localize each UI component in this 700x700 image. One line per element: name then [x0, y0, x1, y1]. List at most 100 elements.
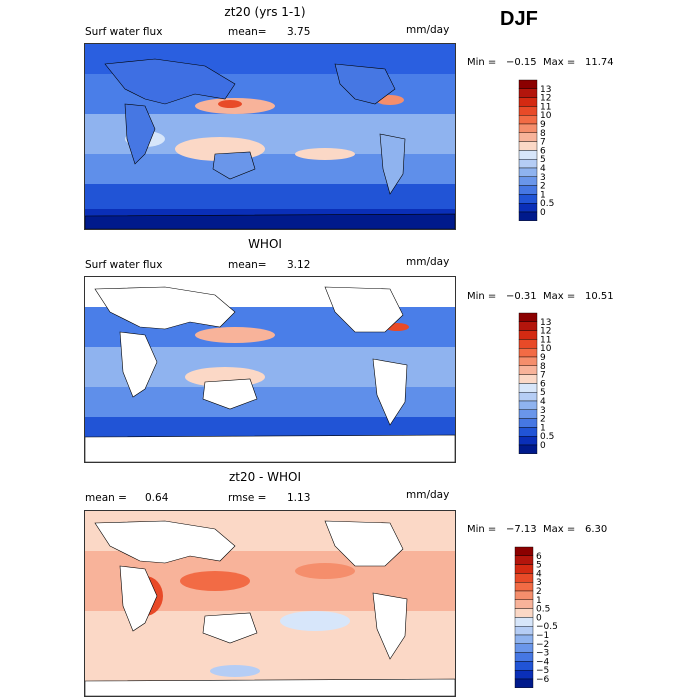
panel-title: zt20 - WHOI	[228, 470, 302, 484]
colorbar-tick-label: 0.5	[540, 199, 554, 209]
colorbar-tick-label: 0.5	[536, 605, 550, 615]
mean-label: mean=	[228, 26, 267, 38]
units-label: mm/day	[406, 24, 450, 36]
map-observed	[84, 276, 456, 463]
colorbar-swatch	[518, 176, 538, 186]
colorbar-tick-label: 2	[540, 182, 546, 192]
colorbar-swatch	[518, 374, 538, 384]
colorbar-swatch	[514, 564, 534, 574]
colorbar-tick-label: 10	[540, 111, 552, 121]
min-label: Min =	[467, 57, 497, 68]
colorbar-tick-label: 11	[540, 102, 551, 112]
colorbar-tick-label: 9	[540, 120, 546, 130]
panel-title: WHOI	[248, 237, 282, 251]
colorbar-swatch	[518, 150, 538, 160]
colorbar-swatch	[514, 643, 534, 653]
colorbar-swatch	[518, 400, 538, 411]
colorbar-swatch	[518, 97, 538, 107]
colorbar-tick-label: 5	[536, 561, 542, 571]
colorbar-swatch	[518, 321, 538, 331]
colorbar-swatch	[518, 409, 538, 419]
panel-title: zt20 (yrs 1-1)	[224, 5, 306, 19]
colorbar-tick-label: 0	[536, 613, 542, 623]
colorbar-tick-label: 2	[536, 587, 542, 597]
units-label: mm/day	[406, 489, 450, 501]
colorbar-tick-label: −6	[536, 675, 550, 685]
colorbar-swatch	[518, 211, 538, 222]
colorbar-swatch	[514, 590, 534, 601]
colorbar-swatch	[514, 678, 534, 689]
colorbar-swatch	[518, 348, 538, 358]
mean-value: 3.12	[287, 259, 311, 271]
colorbar-tick-label: 0.5	[540, 432, 554, 442]
colorbar-swatch	[518, 123, 538, 134]
colorbar-swatch	[518, 158, 538, 169]
colorbar-swatch	[514, 634, 534, 645]
colorbar-swatch	[518, 132, 538, 142]
colorbar-tick-label: 7	[540, 138, 546, 148]
max-label: Max =	[543, 524, 576, 535]
colorbar-tick-label: 4	[536, 569, 542, 579]
colorbar-swatch	[514, 608, 534, 618]
colorbar-tick-label: −5	[536, 666, 549, 676]
colorbar-tick-label: 13	[540, 318, 551, 328]
colorbar-swatch	[518, 194, 538, 204]
map-difference-field	[85, 511, 455, 696]
colorbar-tick-label: −2	[536, 640, 549, 650]
colorbar-swatch	[518, 356, 538, 367]
rmse-value: 1.13	[287, 492, 311, 504]
map-difference	[84, 510, 456, 697]
colorbar-swatch	[518, 418, 538, 428]
mean-label: mean =	[85, 492, 127, 504]
colorbar-tick-label: 3	[536, 578, 542, 588]
colorbar-tick-label: 6	[536, 552, 542, 562]
colorbar-swatch	[518, 391, 538, 402]
colorbar-tick-label: 2	[540, 415, 546, 425]
colorbar-tick-label: 8	[540, 129, 546, 139]
colorbar-swatch	[518, 330, 538, 340]
colorbar-tick-label: 0	[540, 441, 546, 451]
map-observed-field	[85, 277, 455, 462]
mean-value: 0.64	[145, 492, 169, 504]
colorbar-swatch	[514, 661, 534, 671]
map-model-field	[85, 44, 455, 229]
colorbar-swatch	[518, 435, 538, 446]
variable-label: Surf water flux	[85, 259, 163, 271]
mean-value: 3.75	[287, 26, 311, 38]
min-label: Min =	[467, 524, 497, 535]
colorbar-swatch	[518, 141, 538, 151]
units-label: mm/day	[406, 256, 450, 268]
colorbar-tick-label: 10	[540, 344, 552, 354]
colorbar-swatch	[514, 546, 534, 557]
colorbar-tick-label: 3	[540, 406, 546, 416]
min-value: −7.13	[506, 524, 537, 535]
colorbar-tick-label: 6	[540, 146, 546, 156]
season-label: DJF	[500, 8, 538, 30]
colorbar-swatch	[518, 365, 538, 375]
colorbar-tick-label: 3	[540, 173, 546, 183]
colorbar-tick-label: 7	[540, 371, 546, 381]
min-value: −0.31	[506, 291, 537, 302]
colorbar-swatch	[514, 573, 534, 583]
colorbar-swatch	[518, 79, 538, 90]
colorbar-tick-label: 4	[540, 164, 546, 174]
colorbar-swatch	[514, 652, 534, 662]
colorbar-tick-label: 12	[540, 94, 551, 104]
colorbar-swatch	[514, 669, 534, 680]
colorbar-tick-label: 12	[540, 327, 551, 337]
colorbar-swatch	[518, 88, 538, 98]
colorbar-tick-label: 9	[540, 353, 546, 363]
colorbar-tick-label: 5	[540, 388, 546, 398]
colorbar-swatch	[518, 202, 538, 213]
colorbar-tick-label: 13	[540, 85, 551, 95]
variable-label: Surf water flux	[85, 26, 163, 38]
max-label: Max =	[543, 291, 576, 302]
colorbar-swatch	[514, 599, 534, 609]
max-value: 11.74	[585, 57, 614, 68]
colorbar-swatch	[518, 167, 538, 178]
min-value: −0.15	[506, 57, 537, 68]
mean-label: mean=	[228, 259, 267, 271]
